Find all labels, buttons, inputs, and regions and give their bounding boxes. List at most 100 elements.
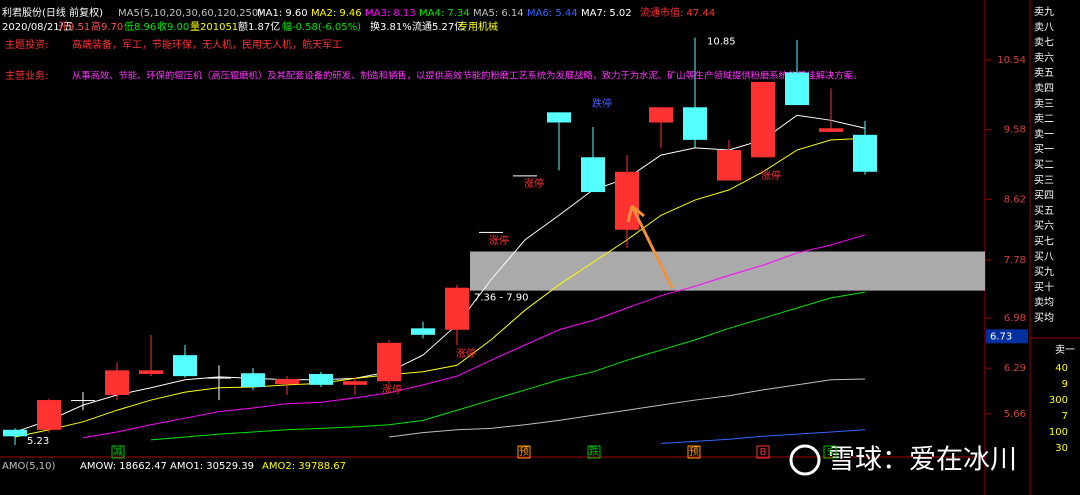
- order-level: 买六: [1034, 220, 1054, 232]
- event-icon: [587, 445, 601, 459]
- event-label: 跌: [589, 445, 599, 458]
- amo-field: AMO1: 30529.39: [170, 461, 254, 472]
- legend-entry: MA4: 7.34: [419, 8, 470, 19]
- depth-volume: 7: [1062, 411, 1068, 422]
- order-level: 买一: [1034, 144, 1054, 156]
- candle-body: [3, 429, 27, 437]
- candle-body: [547, 112, 571, 123]
- order-level: 买均: [1034, 312, 1054, 324]
- ma-line: [150, 291, 866, 441]
- quote-field: 换3.81%: [370, 20, 412, 33]
- watermark: 雪球：爱在冰川: [828, 445, 1017, 476]
- order-level: 卖四: [1034, 83, 1054, 95]
- order-level: 买五: [1034, 205, 1054, 217]
- legend-entry: MA5: 6.14: [473, 8, 524, 19]
- candle-body: [717, 150, 741, 181]
- order-level: 卖五: [1034, 67, 1054, 79]
- business-label: 主营业务:: [5, 69, 48, 82]
- indicator-name: MA5(5,10,20,30,60,120,250): [118, 8, 262, 19]
- candle-body: [71, 400, 95, 402]
- cursor-label: 6.73: [990, 331, 1012, 342]
- candle-body: [411, 328, 435, 335]
- quote-field: 额1.87亿: [238, 20, 280, 33]
- depth-label: 卖一: [1055, 344, 1075, 356]
- order-level: 买八: [1034, 251, 1054, 263]
- limit-label: 涨停: [456, 347, 476, 360]
- order-level: 卖六: [1034, 52, 1054, 64]
- quote-field: 低8.96: [124, 20, 156, 33]
- limit-label: 涨停: [382, 383, 402, 396]
- legend-entry: MA7: 5.02: [581, 8, 632, 19]
- candle-body: [479, 231, 503, 233]
- event-label: S: [827, 447, 833, 458]
- order-level: 买十: [1034, 280, 1054, 293]
- order-level: 买二: [1034, 159, 1054, 171]
- amo-field: AMO2: 39788.67: [262, 461, 346, 472]
- event-icon: [111, 445, 125, 459]
- high-label: 10.85: [707, 37, 736, 48]
- limit-label: 涨停: [524, 177, 544, 190]
- candle-body: [581, 157, 605, 193]
- quote-field: 开9.51: [58, 22, 90, 33]
- y-tick-label: 7.78: [1004, 255, 1026, 266]
- zone: [470, 251, 985, 291]
- order-level: 卖均: [1034, 297, 1054, 309]
- limit-label: 涨停: [761, 169, 781, 182]
- candle-body: [139, 370, 163, 374]
- order-level: 卖八: [1034, 21, 1054, 33]
- legend-entry: MA6: 5.44: [527, 8, 578, 19]
- depth-volume: 300: [1049, 395, 1068, 406]
- quote-field: 量201051: [190, 21, 238, 33]
- depth-volume: 100: [1049, 427, 1068, 438]
- y-tick-label: 9.58: [1004, 125, 1026, 136]
- quote-field: 高9.70: [91, 20, 123, 33]
- theme-text: 高端装备，军工，节能环保，无人机，民用无人机，航天军工: [72, 38, 342, 51]
- logo: [789, 444, 821, 476]
- ma-line: [660, 429, 866, 445]
- limit-label: 涨停: [489, 234, 509, 247]
- quote-field: 专用机械: [458, 20, 498, 33]
- event-label: 减: [113, 446, 123, 458]
- quote-field: 流通5.27亿: [412, 20, 464, 33]
- legend-entry: MA1: 9.60: [257, 8, 308, 19]
- candle-body: [343, 381, 367, 385]
- event-icon: [687, 445, 701, 459]
- stock-title: 利君股份(日线 前复权): [2, 6, 103, 19]
- candle-body: [513, 175, 537, 177]
- order-level: 卖一: [1034, 128, 1054, 140]
- candle-body: [309, 373, 333, 385]
- legend-entry: MA2: 9.46: [311, 8, 362, 19]
- order-level: 买九: [1034, 266, 1054, 278]
- y-tick-label: 6.98: [1004, 313, 1026, 324]
- order-level: 卖二: [1034, 113, 1054, 125]
- order-level: 买四: [1034, 190, 1054, 202]
- arrow: [626, 204, 674, 289]
- ma-line: [82, 234, 866, 439]
- candle-body: [853, 134, 877, 172]
- zone-label: 7.36 - 7.90: [474, 293, 529, 304]
- ma-line: [14, 137, 866, 438]
- event-label: 预: [689, 446, 699, 458]
- depth-volume: 9: [1062, 379, 1068, 390]
- cursor-box: [986, 329, 1028, 344]
- ma-line: [388, 378, 866, 438]
- event-icon: [823, 445, 837, 459]
- order-level: 卖七: [1034, 37, 1054, 49]
- limit-label: 跌停: [592, 97, 612, 110]
- order-level: 买三: [1034, 174, 1054, 186]
- ma-line: [14, 114, 866, 433]
- candle-body: [649, 107, 673, 123]
- event-icon: [756, 445, 770, 459]
- y-tick-label: 8.62: [1004, 194, 1026, 205]
- candle-body: [207, 377, 231, 379]
- event-label: B: [760, 447, 767, 458]
- order-level: 卖九: [1034, 6, 1054, 18]
- low-label: 5.23: [27, 436, 49, 447]
- order-level: 买七: [1034, 236, 1054, 248]
- candle-body: [785, 72, 809, 106]
- candle-body: [105, 370, 129, 395]
- quote-field: 收9.00: [157, 20, 189, 33]
